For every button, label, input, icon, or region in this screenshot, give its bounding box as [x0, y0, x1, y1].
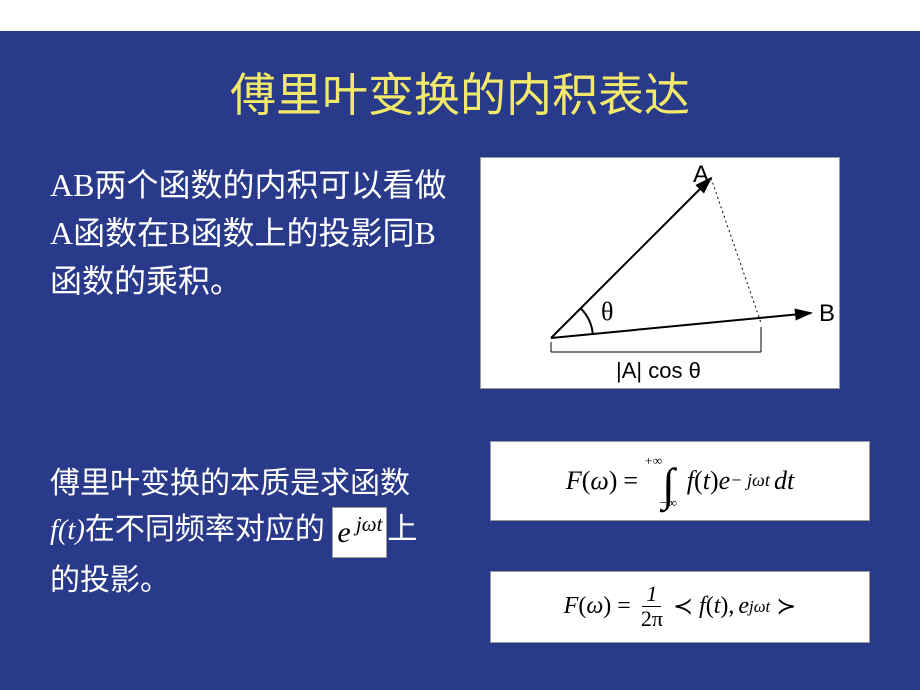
- formula2-content: F(ω) = 1 2π ≺ f(t), e jωt ≻: [491, 572, 869, 642]
- slide-title: 傅里叶变换的内积表达: [0, 31, 920, 135]
- paragraph-inner-product: AB两个函数的内积可以看做A函数在B函数上的投影同B函数的乘积。: [50, 161, 450, 305]
- angle-arc: [581, 308, 593, 334]
- vector-a: [551, 178, 711, 338]
- label-a: A: [693, 161, 709, 188]
- para2-func: f(t): [50, 515, 85, 546]
- inline-exp-formula: e jωt: [332, 507, 387, 558]
- label-projection: |A| cos θ: [616, 358, 701, 383]
- slide: 傅里叶变换的内积表达 AB两个函数的内积可以看做A函数在B函数上的投影同B函数的…: [0, 31, 920, 690]
- label-theta: θ: [601, 297, 613, 326]
- formula-fourier-integral: F(ω) = +∞ ∫ −∞ f(t)e− jωt dt: [490, 441, 870, 521]
- label-b: B: [819, 300, 835, 327]
- formula1-content: F(ω) = +∞ ∫ −∞ f(t)e− jωt dt: [491, 442, 869, 520]
- paragraph-fourier-essence: 傅里叶变换的本质是求函数f(t)在不同频率对应的 e jωt上的投影。: [50, 461, 440, 605]
- para2-mid: 在不同频率对应的: [85, 513, 333, 546]
- vector-b: [551, 313, 811, 338]
- vector-projection-diagram: A B θ |A| cos θ: [480, 157, 840, 389]
- formula-fourier-inner-product: F(ω) = 1 2π ≺ f(t), e jωt ≻: [490, 571, 870, 643]
- para2-pre: 傅里叶变换的本质是求函数: [50, 467, 410, 500]
- projection-drop: [711, 178, 761, 323]
- diagram-svg: A B θ |A| cos θ: [481, 158, 839, 388]
